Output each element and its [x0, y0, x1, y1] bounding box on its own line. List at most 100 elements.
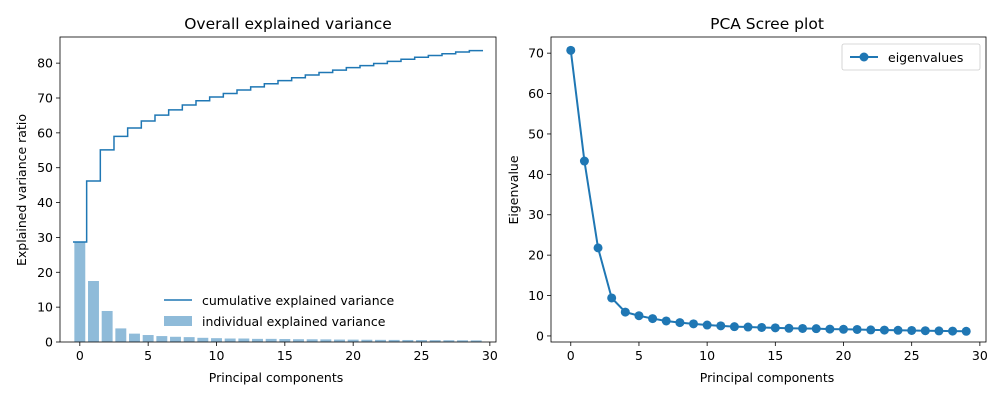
- plot-frame: [59, 36, 497, 343]
- y-tick-label: 40: [528, 167, 544, 182]
- bar-individual-6: [156, 336, 168, 342]
- x-tick-label: 10: [209, 348, 225, 363]
- eigenvalue-point-19: [825, 324, 835, 334]
- bar-individual-5: [142, 335, 154, 342]
- x-tick-label: 25: [414, 348, 430, 363]
- x-tick-label: 0: [76, 348, 84, 363]
- eigenvalue-point-4: [620, 307, 630, 317]
- bar-individual-18: [320, 339, 332, 342]
- eigenvalue-point-27: [934, 326, 944, 336]
- cumulative-step-line: [72, 49, 484, 243]
- y-tick-label: 70: [528, 46, 544, 61]
- eigenvalue-point-21: [852, 324, 862, 334]
- eigenvalue-point-7: [661, 316, 671, 326]
- bar-individual-3: [115, 328, 127, 342]
- bar-individual-19: [334, 339, 345, 342]
- legend-swatch-marker: [859, 52, 869, 62]
- legend-box: [841, 43, 981, 71]
- x-tick-label: 5: [635, 348, 643, 363]
- bar-individual-17: [306, 339, 318, 342]
- eigenvalue-point-10: [702, 320, 712, 330]
- bar-individual-23: [388, 339, 400, 342]
- eigenvalue-point-17: [798, 323, 808, 333]
- eigenvalue-point-0: [566, 45, 576, 55]
- eigenvalue-point-22: [866, 325, 876, 335]
- eigenvalue-point-16: [784, 323, 794, 333]
- bar-individual-25: [416, 340, 427, 342]
- eigenvalue-point-1: [579, 156, 589, 166]
- x-tick-label: 10: [699, 348, 715, 363]
- bar-individual-11: [224, 338, 236, 342]
- eigenvalue-point-9: [689, 319, 698, 329]
- bar-individual-10: [211, 338, 222, 342]
- bar-individual-16: [293, 339, 304, 342]
- bar-individual-20: [347, 339, 359, 342]
- y-ticks: 0 10 20 30 40 50 60 70 80: [37, 56, 60, 350]
- bar-individual-24: [402, 339, 414, 342]
- y-tick-label: 60: [37, 125, 53, 140]
- legend-label-eigenvalues: eigenvalues: [888, 50, 963, 65]
- bar-individual-9: [197, 337, 209, 342]
- bar-individual-12: [238, 338, 250, 342]
- explained-variance-chart: Overall explained variance 0 5 10 15 20 25 30 …: [14, 15, 498, 385]
- eigenvalue-point-13: [743, 322, 753, 332]
- eigenvalue-points: [566, 45, 971, 336]
- bar-individual-2: [101, 310, 113, 342]
- y-tick-label: 40: [37, 195, 53, 210]
- y-tick-label: 50: [37, 160, 53, 175]
- x-tick-label: 30: [972, 348, 988, 363]
- y-tick-label: 10: [528, 288, 544, 303]
- y-tick-label: 70: [37, 91, 53, 106]
- eigenvalue-point-26: [920, 326, 930, 336]
- y-tick-label: 0: [536, 328, 544, 343]
- bar-individual-28: [457, 340, 468, 342]
- chart-title: PCA Scree plot: [710, 15, 824, 33]
- y-axis-label: Eigenvalue: [506, 155, 521, 224]
- x-tick-label: 0: [567, 348, 575, 363]
- y-tick-label: 10: [37, 300, 53, 315]
- bar-individual-29: [470, 340, 482, 342]
- eigenvalue-point-3: [607, 293, 617, 303]
- eigenvalue-point-12: [729, 322, 739, 332]
- x-tick-label: 20: [345, 348, 361, 363]
- bar-individual-4: [129, 333, 140, 342]
- bar-individual-15: [279, 339, 291, 342]
- legend-label-cumulative: cumulative explained variance: [202, 293, 395, 308]
- eigenvalue-point-24: [893, 325, 903, 335]
- scree-plot-chart: PCA Scree plot 0 5 10 15 20 25 30 0 10 20 30 40 50 6…: [506, 15, 988, 385]
- legend-label-individual: individual explained variance: [202, 314, 386, 329]
- bar-individual-8: [183, 337, 195, 342]
- bar-individual-22: [375, 339, 386, 342]
- bar-individual-26: [429, 340, 441, 342]
- eigenvalue-point-14: [757, 322, 767, 332]
- y-tick-label: 20: [37, 265, 53, 280]
- eigenvalue-point-2: [593, 243, 603, 253]
- y-tick-label: 30: [528, 207, 544, 222]
- plot-frame: [550, 36, 987, 343]
- eigenvalue-point-20: [839, 324, 848, 334]
- bar-individual-1: [88, 281, 99, 342]
- x-tick-label: 25: [904, 348, 920, 363]
- x-tick-label: 15: [277, 348, 293, 363]
- x-tick-label: 5: [144, 348, 152, 363]
- y-tick-label: 30: [37, 230, 53, 245]
- y-ticks: 0 10 20 30 40 50 60 70: [528, 46, 551, 343]
- bar-individual-14: [265, 338, 277, 342]
- eigenvalue-point-18: [811, 324, 821, 334]
- x-tick-label: 15: [767, 348, 783, 363]
- eigenvalue-point-11: [716, 321, 726, 331]
- y-tick-label: 20: [528, 248, 544, 263]
- x-tick-label: 20: [836, 348, 852, 363]
- bar-individual-0: [74, 241, 86, 342]
- eigenvalue-point-25: [907, 325, 917, 335]
- y-tick-label: 60: [528, 86, 544, 101]
- eigenvalue-point-15: [770, 323, 780, 333]
- bars-group: [74, 241, 482, 342]
- y-tick-label: 80: [37, 56, 53, 71]
- legend-swatch-individual: [164, 316, 192, 326]
- legend: cumulative explained variance individual…: [164, 293, 395, 329]
- legend: eigenvalues: [841, 43, 981, 71]
- x-ticks: 0 5 10 15 20 25 30: [76, 342, 498, 363]
- eigenvalue-point-28: [948, 326, 958, 336]
